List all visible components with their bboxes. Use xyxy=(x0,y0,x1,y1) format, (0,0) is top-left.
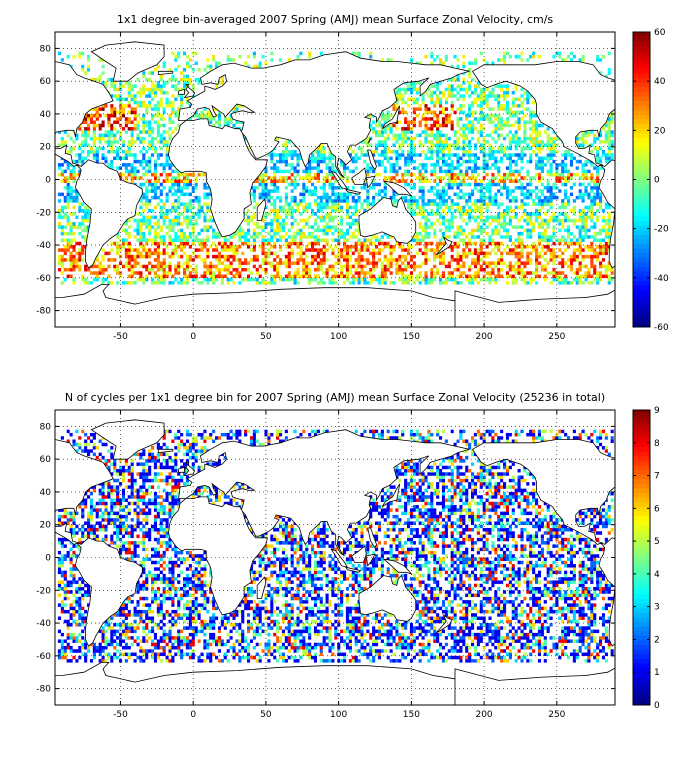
coastlines-velocity xyxy=(55,41,615,327)
x-tick-label: 0 xyxy=(190,332,196,342)
y-tick-label: 0 xyxy=(45,176,51,186)
y-tick-label: 40 xyxy=(40,110,52,120)
colorbar-tick-label: 4 xyxy=(654,570,660,580)
y-tick-label: 0 xyxy=(45,554,51,564)
x-tick-label: 50 xyxy=(260,710,272,720)
colorbar-tick-label: 40 xyxy=(654,77,666,87)
panel-velocity: 1x1 degree bin-averaged 2007 Spring (AMJ… xyxy=(36,13,669,342)
plot-area-cycles xyxy=(55,410,615,705)
plot-area-velocity xyxy=(55,32,615,327)
colorbar-tick-label: 0 xyxy=(654,701,660,711)
y-tick-label: -60 xyxy=(36,274,51,284)
panel-cycles: N of cycles per 1x1 degree bin for 2007 … xyxy=(36,391,660,720)
x-tick-label: 100 xyxy=(330,710,347,720)
x-tick-label: 250 xyxy=(548,332,565,342)
x-tick-label: 50 xyxy=(260,332,272,342)
y-tick-label: 40 xyxy=(40,488,52,498)
y-tick-label: 80 xyxy=(40,44,52,54)
y-tick-label: 20 xyxy=(40,143,52,153)
chart-title-2: N of cycles per 1x1 degree bin for 2007 … xyxy=(65,391,605,404)
colorbar-frame xyxy=(632,409,651,706)
x-tick-label: 150 xyxy=(403,332,420,342)
colorbar-tick-label: 0 xyxy=(654,176,660,186)
colorbar-tick-label: 2 xyxy=(654,635,660,645)
y-tick-label: -20 xyxy=(36,208,51,218)
colorbar-tick-label: -40 xyxy=(654,274,669,284)
colorbar-tick-label: 7 xyxy=(654,472,660,482)
x-tick-label: 200 xyxy=(475,332,492,342)
coastlines-cycles xyxy=(55,419,615,705)
x-tick-label: 150 xyxy=(403,710,420,720)
colorbar-tick-label: 3 xyxy=(654,603,660,613)
grid-velocity xyxy=(55,32,615,327)
x-tick-label: -50 xyxy=(113,710,128,720)
y-tick-label: 60 xyxy=(40,455,52,465)
y-tick-label: -40 xyxy=(36,619,51,629)
y-tick-label: -20 xyxy=(36,586,51,596)
y-tick-label: -80 xyxy=(36,307,51,317)
y-tick-label: -40 xyxy=(36,241,51,251)
x-tick-label: 100 xyxy=(330,332,347,342)
y-tick-label: -60 xyxy=(36,652,51,662)
y-tick-label: -80 xyxy=(36,685,51,695)
x-tick-label: -50 xyxy=(113,332,128,342)
colorbar-tick-label: 5 xyxy=(654,537,660,547)
colorbar-tick-label: 1 xyxy=(654,668,660,678)
x-tick-label: 250 xyxy=(548,710,565,720)
grid-cycles xyxy=(55,410,615,705)
colorbar-tick-label: -60 xyxy=(654,323,669,333)
colorbar-tick-label: 8 xyxy=(654,439,660,449)
colorbar-tick-label: 9 xyxy=(654,406,660,416)
x-tick-label: 0 xyxy=(190,710,196,720)
y-tick-label: 80 xyxy=(40,422,52,432)
colorbar-tick-label: 6 xyxy=(654,504,660,514)
chart-title-1: 1x1 degree bin-averaged 2007 Spring (AMJ… xyxy=(117,13,554,26)
colorbar-tick-label: 60 xyxy=(654,28,666,38)
colorbar-cycles: 9 8 7 6 5 4 3 2 1 0 xyxy=(632,406,660,711)
colorbar-tick-label: 20 xyxy=(654,126,666,136)
y-tick-label: 20 xyxy=(40,521,52,531)
colorbar-tick-label: -20 xyxy=(654,225,669,235)
colorbar-velocity: 60 40 20 0 -20 -40 -60 xyxy=(632,28,669,333)
y-tick-label: 60 xyxy=(40,77,52,87)
x-tick-label: 200 xyxy=(475,710,492,720)
